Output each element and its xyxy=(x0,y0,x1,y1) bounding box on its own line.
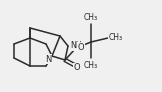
Text: N: N xyxy=(45,54,51,63)
Text: O: O xyxy=(78,43,85,52)
Text: CH₃: CH₃ xyxy=(109,33,123,43)
Text: O: O xyxy=(74,63,80,72)
Text: CH₃: CH₃ xyxy=(84,13,98,22)
Text: NH: NH xyxy=(70,41,82,51)
Text: CH₃: CH₃ xyxy=(84,61,98,70)
